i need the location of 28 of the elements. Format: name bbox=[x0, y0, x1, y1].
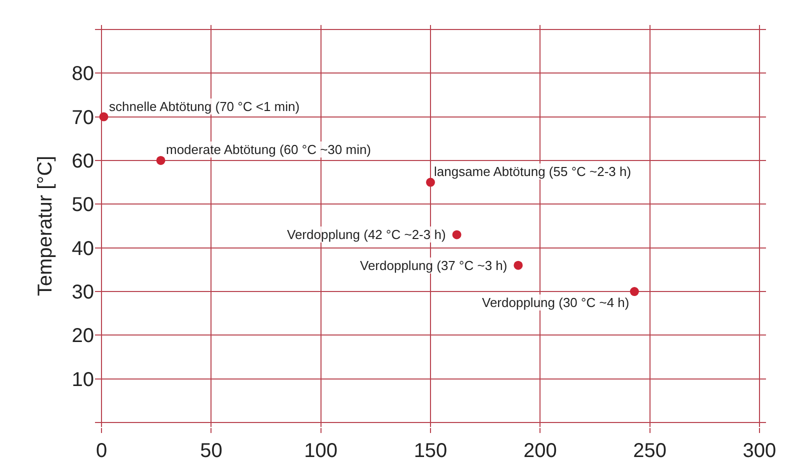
y-tick-label: 60 bbox=[72, 150, 94, 172]
point bbox=[156, 156, 166, 165]
annotation: langsame Abtötung (55 °C ~2-3 h) bbox=[434, 164, 632, 179]
y-tick-label: 70 bbox=[72, 106, 94, 129]
point bbox=[630, 287, 639, 296]
x-tick-label: 150 bbox=[414, 440, 448, 462]
y-tick-label: 10 bbox=[72, 368, 94, 391]
annotation: Verdopplung (30 °C ~4 h) bbox=[482, 295, 630, 310]
annotation: moderate Abtötung (60 °C ~30 min) bbox=[166, 142, 372, 157]
annotation: schnelle Abtötung (70 °C <1 min) bbox=[109, 99, 300, 114]
y-tick-label: 80 bbox=[72, 63, 94, 86]
annotation: Verdopplung (37 °C ~3 h) bbox=[360, 258, 508, 273]
x-tick-label: 200 bbox=[523, 440, 557, 462]
y-axis-title: Temperatur [°C] bbox=[34, 156, 56, 296]
x-tick-label: 300 bbox=[742, 440, 776, 462]
point bbox=[452, 230, 462, 240]
x-tick-label: 100 bbox=[304, 440, 338, 462]
point bbox=[514, 260, 523, 270]
y-tick-label: 20 bbox=[72, 325, 94, 348]
annotation: Verdopplung (42 °C ~2-3 h) bbox=[287, 227, 446, 242]
y-tick-label: 40 bbox=[72, 238, 94, 260]
x-tick-label: 50 bbox=[200, 440, 222, 462]
y-tick-label: 50 bbox=[72, 194, 94, 216]
point bbox=[426, 178, 435, 187]
x-tick-label: 250 bbox=[633, 440, 666, 462]
point bbox=[99, 112, 108, 122]
x-tick-label: 0 bbox=[96, 440, 108, 462]
y-tick-label: 30 bbox=[72, 282, 94, 304]
